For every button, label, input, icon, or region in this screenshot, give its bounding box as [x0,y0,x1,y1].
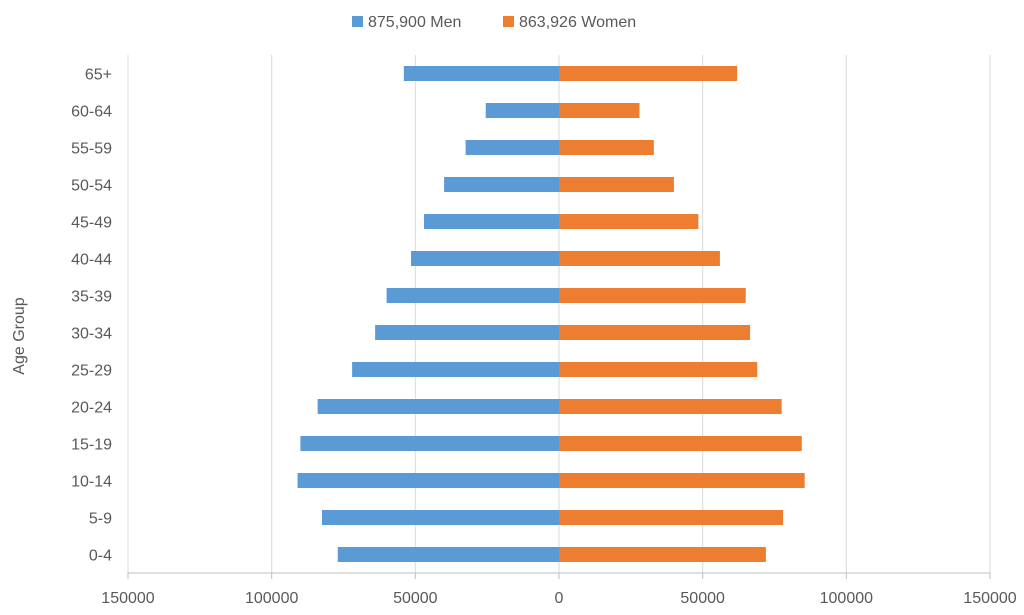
gridlines [127,55,991,573]
bar-men-5-9 [321,510,559,525]
y-tick-label: 0-4 [89,548,112,565]
legend-label-1: 863,926 Women [519,14,636,31]
y-tick-label: 10-14 [71,474,112,491]
x-tick-label: 100000 [820,590,873,607]
y-tick-label: 5-9 [89,511,112,528]
y-axis-title: Age Group [11,297,28,374]
y-tick-label: 25-29 [71,363,112,380]
y-tick-label: 30-34 [71,326,112,343]
bar-men-20-24 [317,399,559,414]
bar-women-45-49 [559,214,699,229]
bar-men-10-14 [297,473,559,488]
x-tick-label: 150000 [963,590,1016,607]
legend-swatch-1 [503,16,514,27]
bar-men-55-59 [465,140,559,155]
x-tick-label: 0 [555,590,564,607]
x-tick-label: 150000 [101,590,154,607]
bar-men-0-4 [337,547,559,562]
bar-men-45-49 [423,214,559,229]
y-tick-label: 60-64 [71,104,112,121]
x-tick-label: 50000 [393,590,438,607]
bar-men-35-39 [386,288,559,303]
y-tick-label: 35-39 [71,289,112,306]
bars [297,66,805,562]
y-tick-label: 40-44 [71,252,112,269]
bar-men-40-44 [411,251,559,266]
bar-women-30-34 [559,325,751,340]
y-axis: 0-4 5-9 10-14 15-19 20-24 25-29 30-34 35-39 40-4… [71,67,112,565]
bar-men-15-19 [300,436,559,451]
x-axis: 150000 100000 50000 0 50000 100000 150000 [101,572,1017,607]
x-tick-label: 50000 [680,590,725,607]
legend: 875,900 Men 863,926 Women [352,14,636,31]
bar-women-60-64 [559,103,640,118]
bar-women-5-9 [559,510,784,525]
y-tick-label: 50-54 [71,178,112,195]
bar-women-50-54 [559,177,674,192]
bar-women-25-29 [559,362,758,377]
bar-men-65+ [403,66,559,81]
bar-men-60-64 [485,103,559,118]
bar-women-35-39 [559,288,746,303]
bar-men-25-29 [352,362,559,377]
bar-women-20-24 [559,399,782,414]
bar-women-65+ [559,66,738,81]
bar-women-0-4 [559,547,766,562]
y-tick-label: 45-49 [71,215,112,232]
legend-label-0: 875,900 Men [368,14,461,31]
bar-women-40-44 [559,251,720,266]
bar-women-55-59 [559,140,654,155]
y-tick-label: 15-19 [71,437,112,454]
y-tick-label: 65+ [85,67,112,84]
bar-women-10-14 [559,473,805,488]
x-tick-label: 100000 [245,590,298,607]
bar-men-50-54 [444,177,559,192]
y-tick-label: 20-24 [71,400,112,417]
bar-women-15-19 [559,436,802,451]
y-tick-label: 55-59 [71,141,112,158]
bar-men-30-34 [375,325,559,340]
legend-swatch-0 [352,16,363,27]
